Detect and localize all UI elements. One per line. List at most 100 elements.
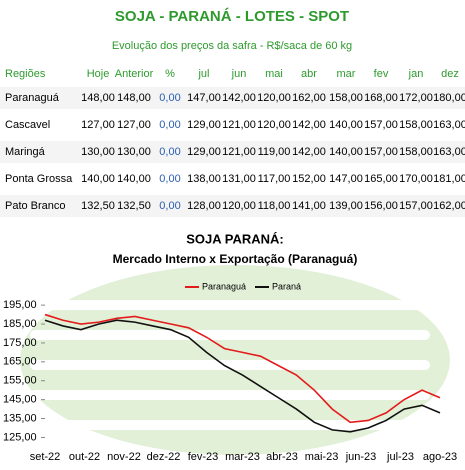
cell: 127,00 <box>81 119 115 131</box>
cell: 158,00 <box>399 146 433 158</box>
cell: 131,00 <box>222 173 256 185</box>
cell: 162,00 <box>292 92 326 104</box>
x-tick-label: jul-23 <box>386 451 414 463</box>
cell: 158,00 <box>329 92 363 104</box>
y-tick-label: 195,00 <box>3 299 37 311</box>
cell: 180,00 <box>433 92 465 104</box>
table-title: SOJA - PARANÁ - LOTES - SPOT <box>115 8 349 25</box>
y-tick-label: 135,00 <box>3 412 37 424</box>
cell: 163,00 <box>433 146 465 158</box>
header-cell: abr <box>301 68 317 80</box>
x-tick-label: mar-23 <box>225 451 260 463</box>
cell: 118,00 <box>258 200 291 212</box>
x-tick-label: fev-23 <box>188 451 219 463</box>
cell: Ponta Grossa <box>5 173 73 185</box>
table-subtitle: Evolução dos preços da safra - R$/saca d… <box>112 40 352 52</box>
chart-title: SOJA PARANÁ: <box>186 231 284 246</box>
cell: 152,00 <box>292 173 326 185</box>
cell: 140,00 <box>329 146 363 158</box>
cell: 148,00 <box>81 92 115 104</box>
y-tick-label: 145,00 <box>3 394 37 406</box>
x-tick-label: out-22 <box>69 451 100 463</box>
header-cell: mar <box>337 68 356 80</box>
series-line <box>44 319 441 433</box>
y-tick-label: 165,00 <box>3 356 37 368</box>
cell: Maringá <box>5 146 46 158</box>
x-tick-label: abr-23 <box>266 451 298 463</box>
cell: 141,00 <box>292 200 326 212</box>
cell: 181,00 <box>433 173 465 185</box>
header-cell: % <box>165 68 175 80</box>
cell: 163,00 <box>433 119 465 131</box>
cell: 128,00 <box>187 200 221 212</box>
header-cell: Anterior <box>115 68 154 80</box>
cell: 138,00 <box>187 173 221 185</box>
row-bg <box>0 87 465 109</box>
cell: 156,00 <box>364 200 398 212</box>
cell: Cascavel <box>5 119 50 131</box>
cell: 140,00 <box>329 119 363 131</box>
y-tick-label: 175,00 <box>3 337 37 349</box>
x-tick-label: dez-22 <box>147 451 181 463</box>
x-tick-label: set-22 <box>30 451 61 463</box>
cell: 157,00 <box>364 119 398 131</box>
cell: 0,00 <box>159 173 180 185</box>
cell: 121,00 <box>222 119 256 131</box>
cell: 172,00 <box>399 92 433 104</box>
legend-label: Paranaguá <box>202 281 246 291</box>
row-bg <box>0 195 465 217</box>
header-cell: dez <box>441 68 459 80</box>
y-tick-label: 125,00 <box>3 431 37 443</box>
cell: 117,00 <box>258 173 291 185</box>
y-tick-label: 185,00 <box>3 318 37 330</box>
cell: 142,00 <box>292 146 326 158</box>
legend-label: Paraná <box>272 281 301 291</box>
y-tick-label: 155,00 <box>3 375 37 387</box>
cell: 120,00 <box>222 200 256 212</box>
cell: 130,00 <box>81 146 115 158</box>
x-tick-label: jun-23 <box>345 451 377 463</box>
cell: 130,00 <box>117 146 151 158</box>
cell: 121,00 <box>222 146 256 158</box>
cell: 0,00 <box>159 146 180 158</box>
cell: 157,00 <box>399 200 433 212</box>
row-bg <box>0 114 465 136</box>
cell: 170,00 <box>399 173 433 185</box>
cell: 139,00 <box>329 200 363 212</box>
row-bg <box>0 168 465 190</box>
cell: 0,00 <box>159 92 180 104</box>
header-cell: fev <box>374 68 389 80</box>
cell: 147,00 <box>187 92 221 104</box>
cell: 148,00 <box>117 92 151 104</box>
cell: 165,00 <box>364 173 398 185</box>
cell: 158,00 <box>399 119 433 131</box>
header-cell: jul <box>197 68 209 80</box>
cell: 142,00 <box>222 92 256 104</box>
cell: 120,00 <box>257 119 291 131</box>
header-cell: Regiões <box>5 68 46 80</box>
series-line <box>44 313 441 424</box>
cell: 147,00 <box>329 173 363 185</box>
cell: 140,00 <box>81 173 115 185</box>
cell: 162,00 <box>433 200 465 212</box>
x-tick-label: nov-22 <box>107 451 141 463</box>
cell: 140,00 <box>117 173 151 185</box>
cell: 168,00 <box>364 92 398 104</box>
x-tick-label: mai-23 <box>305 451 339 463</box>
row-bg <box>0 141 465 163</box>
header-cell: mai <box>265 68 283 80</box>
header-cell: Hoje <box>87 68 110 80</box>
cell: 120,00 <box>257 92 291 104</box>
chart-subtitle: Mercado Interno x Exportação (Paranaguá) <box>113 252 358 266</box>
header-cell: jun <box>231 68 247 80</box>
header-cell: jan <box>408 68 424 80</box>
cell: 129,00 <box>187 119 221 131</box>
cell: 0,00 <box>159 119 180 131</box>
cell: 157,00 <box>364 146 398 158</box>
cell: 132,50 <box>81 200 115 212</box>
watermark <box>20 265 450 465</box>
x-tick-label: ago-23 <box>423 451 457 463</box>
cell: Paranaguá <box>5 92 60 104</box>
cell: Pato Branco <box>5 200 66 212</box>
